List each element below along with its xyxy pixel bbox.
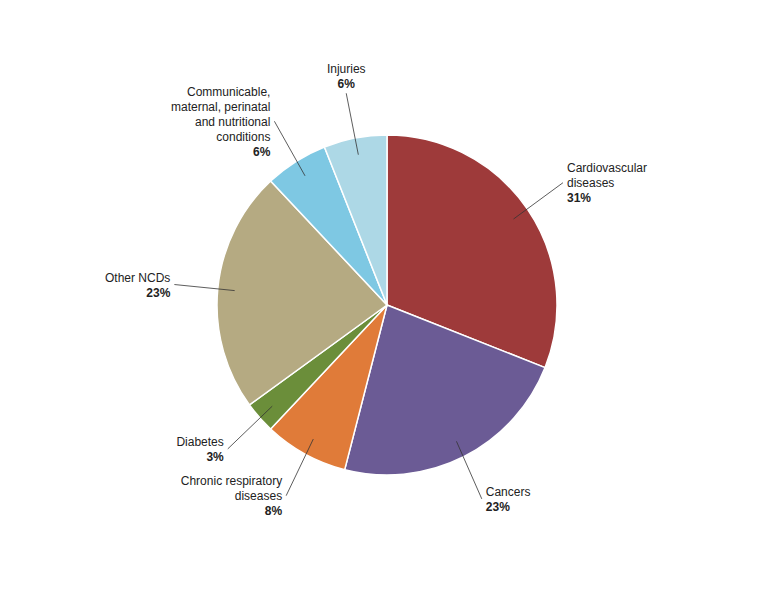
slice-label: Injuries6% <box>327 62 366 91</box>
category-label: and nutritional <box>195 115 270 129</box>
slice-label: Diabetes3% <box>176 435 224 464</box>
value-label: 23% <box>146 286 170 300</box>
category-label: Cardiovascular <box>567 161 647 175</box>
value-label: 31% <box>567 191 591 205</box>
value-label: 8% <box>265 504 283 518</box>
slice-label: Cardiovasculardiseases31% <box>567 161 647 205</box>
value-label: 3% <box>206 450 224 464</box>
leader-line <box>174 285 234 291</box>
slice <box>324 135 387 305</box>
category-label: Chronic respiratory <box>181 474 282 488</box>
category-label: Cancers <box>486 485 531 499</box>
value-label: 6% <box>338 77 356 91</box>
category-label: Communicable, <box>187 85 270 99</box>
slice-label: Communicable,maternal, perinataland nutr… <box>171 85 271 159</box>
slice-label: Chronic respiratorydiseases8% <box>181 474 283 518</box>
category-label: diseases <box>567 176 614 190</box>
leader-lines <box>174 93 563 499</box>
leader-line <box>286 439 313 496</box>
category-label: Diabetes <box>176 435 223 449</box>
value-label: 23% <box>486 500 510 514</box>
category-label: diseases <box>235 489 282 503</box>
value-label: 6% <box>253 145 271 159</box>
leader-line <box>274 121 305 176</box>
category-label: conditions <box>216 130 270 144</box>
category-label: Other NCDs <box>105 271 170 285</box>
leader-line <box>228 406 272 449</box>
category-label: maternal, perinatal <box>171 100 270 114</box>
slice-label: Other NCDs23% <box>105 271 171 300</box>
leader-line <box>456 441 481 499</box>
labels: Cardiovasculardiseases31%Cancers23%Chron… <box>105 62 647 518</box>
leader-line <box>346 93 358 154</box>
slices <box>217 135 557 475</box>
category-label: Injuries <box>327 62 366 76</box>
slice-label: Cancers23% <box>486 485 531 514</box>
chart: Cardiovasculardiseases31%Cancers23%Chron… <box>0 0 774 605</box>
leader-line <box>514 183 563 219</box>
